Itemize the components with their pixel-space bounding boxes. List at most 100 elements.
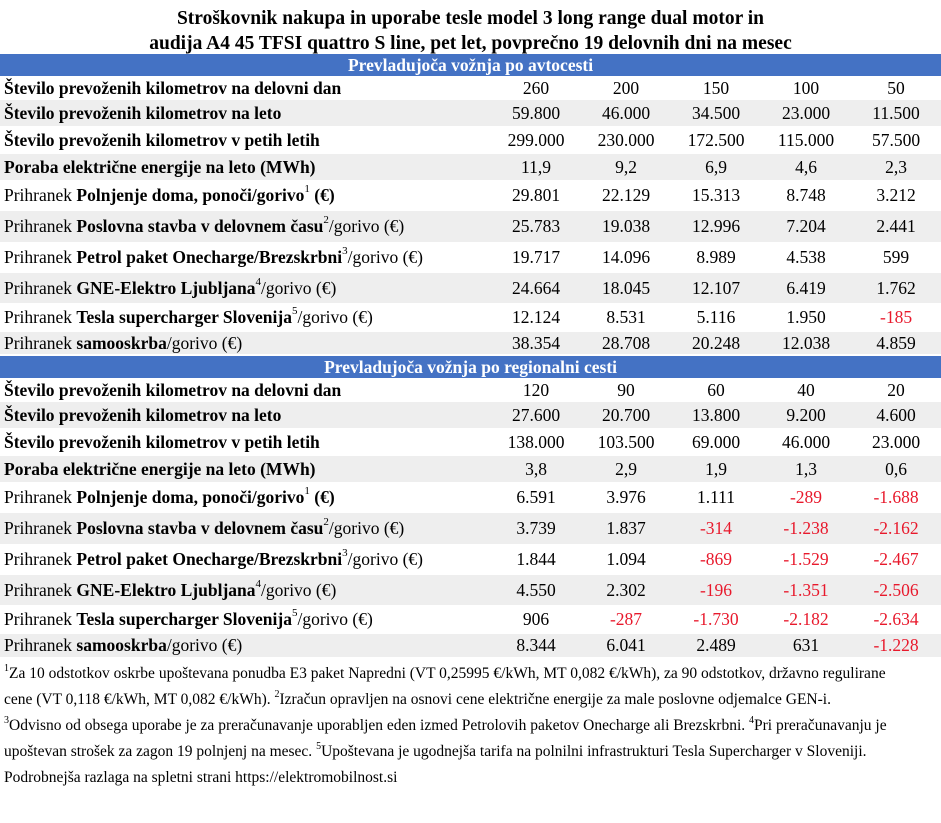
value-cell: 6.041: [581, 634, 671, 657]
row-label: Prihranek Tesla supercharger Slovenija5/…: [0, 605, 491, 634]
value-cell: 200: [612, 77, 640, 98]
value-cell: -289: [789, 487, 823, 507]
value-cell: 12.107: [671, 273, 761, 303]
value-cell: 103.500: [597, 431, 655, 452]
value-cell: 299.000: [507, 129, 565, 150]
footnote-ref: 1: [304, 485, 310, 498]
value-cell: 38.354: [491, 332, 581, 355]
footnote-ref: 5: [291, 305, 298, 318]
value-cell: -2.162: [851, 513, 941, 544]
row-label-bold: Število prevoženih kilometrov v petih le…: [4, 431, 320, 452]
row-label-prefix: Prihranek: [4, 635, 77, 655]
value-cell: 7.204: [761, 211, 851, 242]
value-cell: 631: [761, 634, 851, 657]
value-cell: 60: [707, 379, 725, 400]
value-cell: 3,8: [491, 456, 581, 482]
value-cell: -314: [671, 513, 761, 544]
footnote-line: Podrobnejša razlaga na spletni strani ht…: [4, 765, 941, 791]
table-row: Število prevoženih kilometrov v petih le…: [0, 428, 941, 456]
table-row: Poraba električne energije na leto (MWh)…: [0, 154, 941, 180]
value-cell: 150: [702, 77, 730, 98]
value-cell: 2,3: [851, 154, 941, 180]
row-label-bold: Poslovna stavba v delovnem času: [76, 518, 324, 538]
footnote-ref: 3: [342, 245, 348, 258]
value-cell: 1,9: [671, 456, 761, 482]
row-label-prefix: Prihranek: [4, 277, 77, 298]
value-cell: 27.600: [491, 402, 581, 428]
footnote-line: cene (VT 0,118 €/kWh, MT 0,082 €/kWh). 2…: [4, 687, 941, 713]
row-label-prefix: Prihranek: [4, 247, 77, 267]
footnote-ref: 3: [342, 547, 348, 560]
table-row: Število prevoženih kilometrov v petih le…: [0, 126, 941, 154]
table-row: Prihranek Poslovna stavba v delovnem čas…: [0, 211, 941, 242]
value-cell: 12.124: [511, 307, 561, 327]
table-row: Poraba električne energije na leto (MWh)…: [0, 456, 941, 482]
value-cell: 230.000: [597, 129, 655, 150]
footnote-text: Podrobnejša razlaga na spletni strani ht…: [4, 769, 398, 786]
row-label: Prihranek samooskrba/gorivo (€): [0, 332, 491, 355]
value-cell: 59.800: [491, 100, 581, 126]
row-label-suffix: /gorivo (€): [347, 247, 423, 267]
value-cell: -1.688: [873, 487, 919, 507]
row-label: Število prevoženih kilometrov na leto: [0, 100, 491, 126]
value-cell: 40: [797, 379, 815, 400]
value-cell: 11,9: [491, 154, 581, 180]
row-label-bold: Tesla supercharger Slovenija: [76, 609, 292, 629]
row-label-bold: samooskrba: [76, 332, 167, 353]
value-cell: -2.182: [783, 609, 829, 629]
row-label-suffix: /gorivo (€): [166, 635, 243, 655]
row-label: Število prevoženih kilometrov v petih le…: [0, 126, 491, 154]
footnote-ref: 4: [255, 275, 262, 288]
row-label: Prihranek GNE-Elektro Ljubljana4/gorivo …: [0, 273, 491, 303]
value-cell: 20.248: [671, 332, 761, 355]
footnote-number: 3: [4, 714, 9, 726]
value-cell: 6,9: [671, 154, 761, 180]
footnote-text: Izračun opravljen na osnovi cene elektri…: [279, 691, 831, 708]
value-cell: 3.212: [876, 185, 916, 205]
value-cell: 34.500: [671, 100, 761, 126]
value-cell: -1.529: [783, 549, 829, 569]
row-label-suffix: /gorivo (€): [297, 609, 373, 629]
footnote-text: upoštevan strošek za zagon 19 polnjenj n…: [4, 743, 317, 760]
value-cell: 20.700: [581, 402, 671, 428]
footnote-text: Pri preračunavanju je: [754, 717, 887, 734]
table-row: Prihranek Tesla supercharger Slovenija5/…: [0, 303, 941, 332]
value-cell: 6.591: [516, 487, 556, 507]
value-cell: 2.489: [671, 634, 761, 657]
table-row: Prihranek Petrol paket Onecharge/Brezskr…: [0, 242, 941, 273]
value-cell: 8.748: [786, 185, 826, 205]
title-line-1: Stroškovnik nakupa in uporabe tesle mode…: [176, 8, 765, 29]
value-cell: 8.989: [696, 247, 736, 267]
footnote-text: Za 10 odstotkov oskrbe upoštevana ponudb…: [9, 665, 886, 682]
value-cell: 24.664: [491, 273, 581, 303]
section-title: Prevladujoča vožnja po regionalni cesti: [0, 354, 941, 378]
footnote-ref: 5: [291, 607, 298, 620]
footnote-ref: 4: [255, 577, 262, 590]
table-row: Število prevoženih kilometrov na delovni…: [0, 76, 941, 100]
table-row: Prihranek Poslovna stavba v delovnem čas…: [0, 513, 941, 544]
value-cell: 2,9: [581, 456, 671, 482]
row-label-suffix: /gorivo (€): [297, 307, 373, 327]
value-cell: 9.200: [761, 402, 851, 428]
table-row: Prihranek Polnjenje doma, ponoči/gorivo1…: [0, 180, 941, 211]
value-cell: 15.313: [691, 185, 741, 205]
row-label: Prihranek Polnjenje doma, ponoči/gorivo1…: [0, 180, 491, 211]
table-row: Prihranek GNE-Elektro Ljubljana4/gorivo …: [0, 575, 941, 605]
row-label-prefix: Prihranek: [4, 518, 77, 538]
row-label-bold: Petrol paket Onecharge/Brezskrbni: [76, 549, 343, 569]
value-cell: 18.045: [581, 273, 671, 303]
row-label-bold: Število prevoženih kilometrov v petih le…: [4, 129, 320, 150]
footnote-number: 4: [749, 714, 755, 726]
value-cell: 90: [617, 379, 635, 400]
row-label: Prihranek GNE-Elektro Ljubljana4/gorivo …: [0, 575, 491, 605]
row-label: Prihranek Tesla supercharger Slovenija5/…: [0, 303, 491, 332]
value-cell: 12.038: [761, 332, 851, 355]
value-cell: 13.800: [671, 402, 761, 428]
row-label-bold: Število prevoženih kilometrov na delovni…: [4, 379, 342, 400]
value-cell: -2.634: [873, 609, 919, 629]
table-row: Število prevoženih kilometrov na delovni…: [0, 378, 941, 402]
value-cell: 19.038: [581, 211, 671, 242]
value-cell: 28.708: [581, 332, 671, 355]
footnote-ref: 1: [304, 183, 310, 196]
row-label-prefix: Prihranek: [4, 579, 77, 600]
